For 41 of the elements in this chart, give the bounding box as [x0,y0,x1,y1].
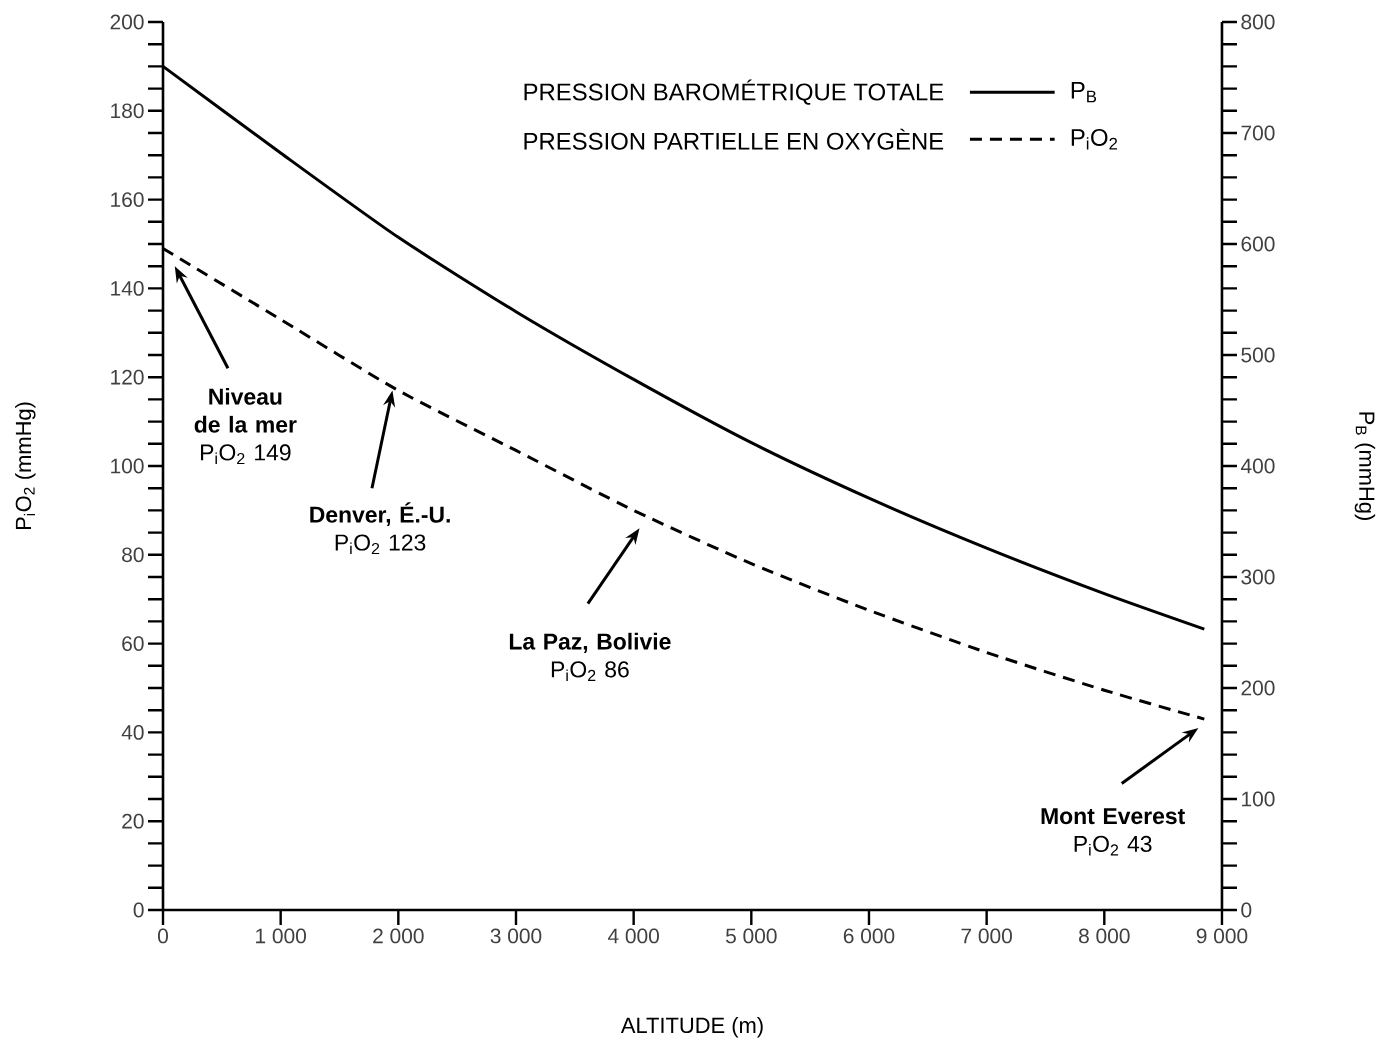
y-tick-label: 180 [111,103,144,119]
y-tick-label: 140 [111,280,144,296]
y-tick-label: 100 [111,458,144,474]
x-tick-label: 5 000 [725,928,777,944]
y2-tick-label: 800 [1241,14,1275,30]
y2-tick-label: 200 [1241,680,1275,696]
x-tick-label: 9 000 [1196,928,1248,944]
annotation: La Paz, Bolivie P$_{i}$O$_{2}$ 86 [509,632,671,682]
x-tick-label: 6 000 [843,928,895,944]
y-tick-label: 120 [111,369,144,385]
y-tick-label: 80 [122,547,144,563]
x-tick-label: 1 000 [256,928,306,944]
annotation: Niveau de la mer P$_{i}$O$_{2}$ 149 [194,387,297,465]
x-tick-label: 7 000 [961,928,1012,944]
x-tick-label: 8 000 [1079,928,1130,944]
y2-tick-label: 600 [1241,236,1275,252]
y-tick-label: 20 [122,813,144,829]
annotation: Mont Everest P$_{i}$O$_{2}$ 43 [1041,808,1185,856]
y2-tick-label: 400 [1240,458,1275,474]
x-tick-label: 2 000 [373,928,424,944]
y2-tick-label: 100 [1242,791,1275,807]
annotation: P$_{B}$ [1071,82,1097,103]
legend-label: PRESSION BAROMÉTRIQUE TOTALE [524,79,944,105]
y-tick-label: 0 [133,902,144,918]
annotation: Denver, É.-U. P$_{i}$O$_{2}$ 123 [310,502,450,555]
y2-tick-label: 700 [1241,125,1275,141]
y-tick-label: 60 [122,636,144,651]
y-tick-label: 40 [121,724,144,740]
x-tick-label: 0 [157,928,168,944]
legend-label: PRESSION PARTIELLE EN OXYGÈNE [524,128,944,150]
y-axis-title: P$_{i}$O$_{2}$ (mmHg) [15,402,36,530]
y2-axis-title: P$_{B}$ (mmHg) [1354,412,1376,520]
y-tick-label: 160 [111,192,144,207]
x-axis-title: ALTITUDE (m) [620,1017,763,1038]
y2-tick-label: 500 [1241,347,1275,363]
y2-tick-label: 300 [1241,569,1275,585]
y2-tick-label: 0 [1241,902,1252,918]
x-tick-label: 4 000 [607,928,659,944]
y-tick-label: 200 [110,14,144,30]
annotation: P$_{i}$O$_{2}$ [1071,129,1118,150]
x-tick-label: 3 000 [490,928,542,944]
